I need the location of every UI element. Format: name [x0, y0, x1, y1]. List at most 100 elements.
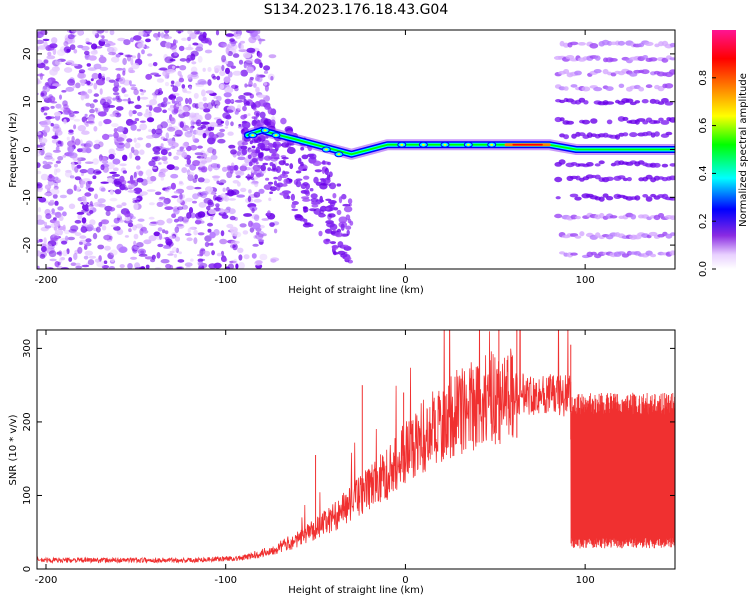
noise-blob [128, 101, 135, 104]
noise-blob [93, 143, 101, 150]
noise-blob [174, 236, 181, 242]
harmonic-band-blob [574, 196, 582, 201]
noise-blob [171, 195, 179, 199]
transition-blob [324, 167, 329, 175]
noise-blob [164, 81, 170, 87]
noise-blob [223, 92, 232, 98]
noise-blob [118, 77, 126, 85]
noise-blob [194, 152, 204, 156]
noise-blob [200, 166, 208, 173]
noise-blob [108, 153, 115, 160]
noise-blob [74, 138, 81, 146]
transition-blob [319, 183, 328, 190]
noise-blob [185, 97, 189, 105]
noise-blob [51, 212, 60, 215]
noise-blob [216, 132, 225, 138]
transition-blob [278, 160, 286, 166]
noise-blob [172, 85, 179, 93]
noise-blob [270, 76, 274, 81]
noise-blob [133, 203, 139, 211]
noise-blob [103, 234, 112, 241]
noise-blob [250, 181, 259, 185]
noise-blob [179, 58, 187, 62]
noise-blob [176, 151, 183, 156]
noise-blob [173, 134, 182, 137]
noise-blob [188, 85, 192, 90]
noise-blob [46, 161, 53, 165]
noise-blob [99, 66, 109, 71]
noise-blob [162, 200, 169, 206]
noise-blob [273, 228, 278, 234]
noise-blob [150, 258, 156, 263]
transition-blob [279, 192, 289, 196]
noise-blob [173, 108, 179, 114]
transition-blob [310, 198, 319, 203]
noise-blob [136, 177, 144, 183]
noise-blob [132, 110, 137, 115]
noise-blob [124, 235, 129, 238]
transition-blob [312, 160, 322, 167]
noise-blob [105, 76, 111, 82]
noise-blob [192, 103, 197, 108]
noise-blob [69, 39, 76, 44]
noise-blob [105, 210, 111, 217]
noise-blob [230, 65, 236, 69]
noise-blob [148, 63, 153, 67]
noise-blob [184, 130, 193, 138]
transition-blob [343, 205, 353, 213]
noise-blob [197, 232, 205, 236]
noise-blob [239, 40, 246, 44]
noise-blob [69, 116, 75, 121]
harmonic-band-blob [574, 235, 582, 239]
noise-blob [37, 144, 43, 148]
colorbar-ticks: 0.0 0.2 0.4 0.6 0.8 [698, 70, 716, 277]
noise-blob [117, 37, 126, 42]
noise-blob [122, 98, 129, 102]
noise-blob [74, 176, 81, 181]
noise-blob [73, 184, 77, 191]
transition-blob [345, 214, 351, 221]
noise-blob [51, 37, 58, 44]
transition-blob [302, 198, 311, 202]
transition-blob [269, 191, 273, 194]
noise-blob [97, 244, 105, 250]
noise-blob [46, 175, 56, 182]
noise-blob [71, 30, 78, 33]
noise-blob [199, 81, 208, 85]
harmonic-band-blob [554, 176, 563, 183]
noise-blob [68, 257, 73, 262]
noise-blob [86, 80, 91, 86]
noise-blob [55, 141, 63, 147]
noise-blob [85, 37, 90, 44]
noise-blob [129, 152, 133, 159]
noise-blob [84, 250, 94, 256]
noise-blob [67, 110, 74, 114]
harmonic-band-blob [581, 86, 591, 92]
noise-blob [165, 263, 172, 269]
noise-blob [137, 137, 144, 141]
noise-blob [146, 189, 156, 192]
noise-blob [42, 160, 47, 165]
transition-blob [254, 149, 261, 154]
noise-blob [101, 219, 110, 225]
noise-blob [157, 31, 161, 38]
harmonic-band-blob [559, 117, 565, 122]
noise-blob [102, 101, 110, 109]
noise-blob [114, 189, 122, 195]
noise-blob [139, 123, 148, 131]
harmonic-band-blob [653, 175, 661, 181]
noise-blob [85, 120, 95, 124]
noise-blob [205, 151, 209, 157]
noise-blob [89, 210, 94, 214]
noise-blob [216, 205, 220, 210]
harmonic-band-blob [569, 193, 579, 198]
noise-blob [113, 226, 121, 231]
harmonic-band-blob [593, 69, 602, 74]
transition-blob [318, 214, 327, 217]
noise-blob [267, 210, 271, 217]
noise-blob [37, 92, 40, 96]
noise-blob [178, 108, 183, 115]
transition-blob [295, 178, 303, 181]
y-tick-label: 100 [22, 486, 33, 505]
noise-blob [48, 250, 57, 258]
